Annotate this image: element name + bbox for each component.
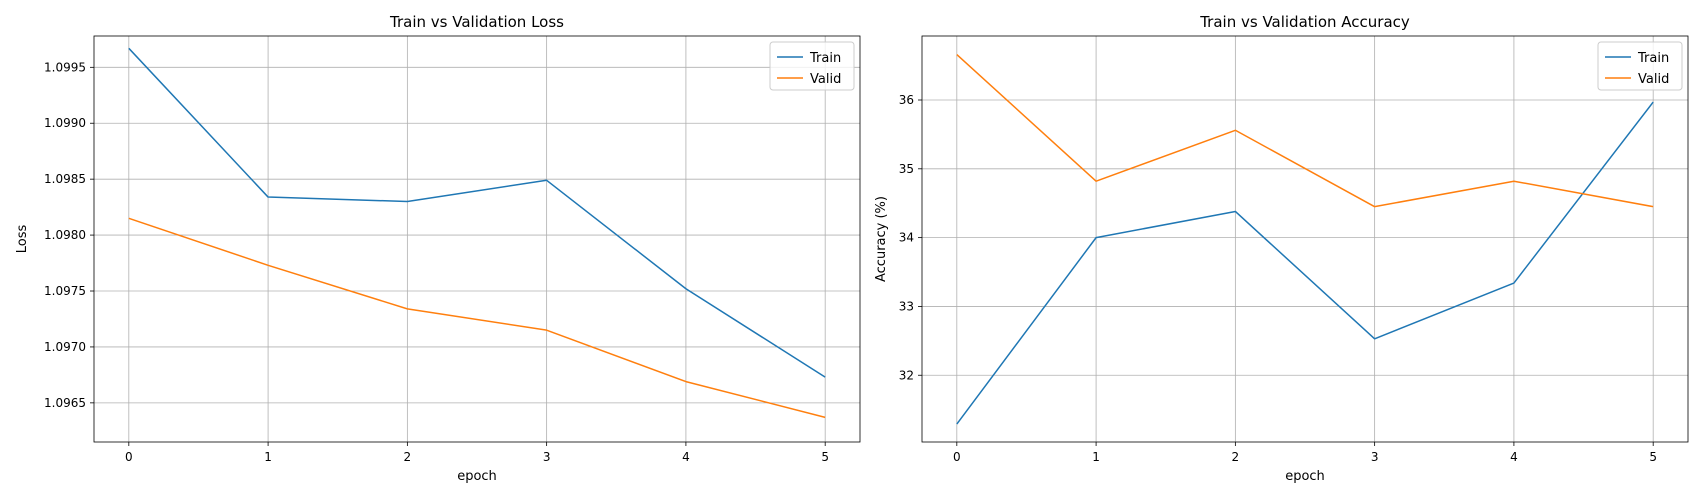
loss-y-tick-label: 1.0990 [44, 116, 86, 130]
loss-x-tick-label: 5 [821, 450, 829, 464]
accuracy-series-line-train [956, 101, 1654, 425]
loss-y-tick-label: 1.0970 [44, 340, 86, 354]
loss-x-tick-label: 3 [543, 450, 551, 464]
accuracy-y-tick-label: 32 [899, 368, 914, 382]
accuracy-legend-label-train: Train [1637, 51, 1669, 66]
loss-legend-label-valid: Valid [810, 72, 841, 87]
accuracy-x-tick-label: 0 [953, 450, 961, 464]
accuracy-x-tick-label: 3 [1371, 450, 1379, 464]
accuracy-y-tick-label: 36 [899, 93, 914, 107]
loss-series-line-valid [128, 217, 826, 419]
accuracy-y-tick-label: 35 [899, 162, 914, 176]
accuracy-y-tick-label: 33 [899, 299, 914, 313]
loss-series-line-train [128, 47, 826, 378]
accuracy-x-tick-label: 4 [1510, 450, 1518, 464]
accuracy-chart-title: Train vs Validation Accuracy [1199, 13, 1410, 31]
loss-y-tick-label: 1.0965 [44, 396, 86, 410]
accuracy-x-tick-label: 5 [1649, 450, 1657, 464]
accuracy-x-tick-label: 2 [1232, 450, 1240, 464]
loss-y-tick-label: 1.0985 [44, 172, 86, 186]
loss-chart-title: Train vs Validation Loss [389, 13, 564, 31]
loss-y-tick-label: 1.0980 [44, 228, 86, 242]
accuracy-y-tick-label: 34 [899, 231, 914, 245]
accuracy-x-tick-label: 1 [1092, 450, 1100, 464]
accuracy-y-axis-label: Accuracy (%) [874, 196, 889, 282]
loss-legend-label-train: Train [809, 51, 841, 66]
loss-x-tick-label: 1 [264, 450, 272, 464]
loss-y-axis-label: Loss [15, 225, 30, 254]
loss-x-axis-label: epoch [457, 469, 497, 484]
accuracy-plot-frame [921, 35, 1689, 443]
loss-chart: 0 1 2 3 4 5 1.0965 1.0970 1.0975 1.0980 1.0985 1.09… [15, 13, 861, 484]
loss-y-tick-label: 1.0995 [44, 60, 86, 74]
loss-y-tick-label: 1.0975 [44, 284, 86, 298]
loss-plot-frame [93, 35, 861, 443]
accuracy-x-axis-label: epoch [1285, 469, 1325, 484]
loss-x-tick-label: 4 [682, 450, 690, 464]
accuracy-series-line-valid [956, 54, 1654, 208]
loss-x-tick-label: 0 [125, 450, 133, 464]
accuracy-legend-label-valid: Valid [1638, 72, 1669, 87]
loss-x-tick-label: 2 [404, 450, 412, 464]
